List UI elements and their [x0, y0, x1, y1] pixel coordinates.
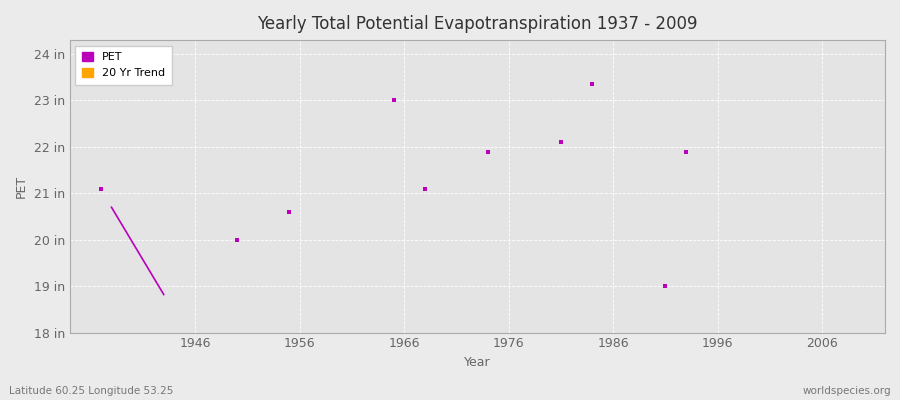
Title: Yearly Total Potential Evapotranspiration 1937 - 2009: Yearly Total Potential Evapotranspiratio…: [257, 15, 698, 33]
Point: [658, 283, 672, 289]
Point: [481, 148, 495, 155]
Point: [418, 186, 432, 192]
X-axis label: Year: Year: [464, 356, 491, 369]
Point: [585, 81, 599, 88]
Point: [230, 236, 244, 243]
Point: [94, 186, 108, 192]
Text: worldspecies.org: worldspecies.org: [803, 386, 891, 396]
Text: Latitude 60.25 Longitude 53.25: Latitude 60.25 Longitude 53.25: [9, 386, 174, 396]
Point: [386, 97, 400, 104]
Point: [554, 139, 568, 146]
Point: [282, 209, 296, 215]
Point: [680, 148, 694, 155]
Legend: PET, 20 Yr Trend: PET, 20 Yr Trend: [76, 46, 172, 85]
Y-axis label: PET: PET: [15, 175, 28, 198]
